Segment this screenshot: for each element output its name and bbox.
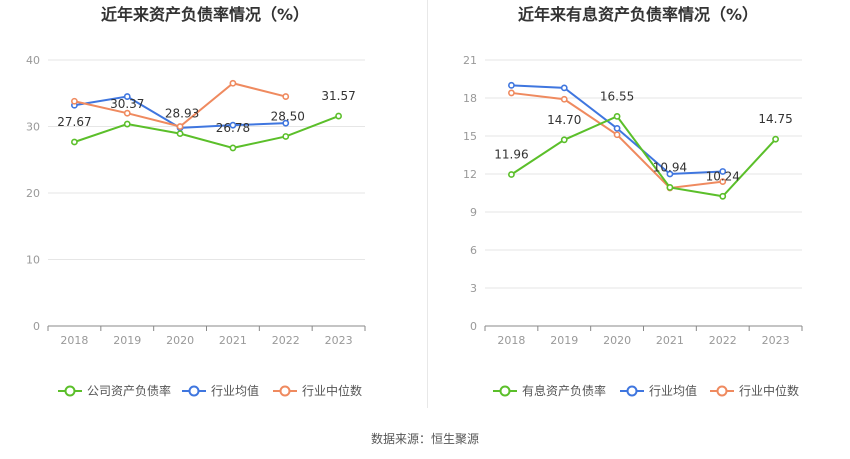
x-tick-label: 2018 [60, 334, 88, 347]
data-point [719, 178, 727, 185]
data-point [123, 93, 131, 100]
chart-2: 近年来有息资产负债率情况（%） 0 3 6 9 12 15 18 21 2018 2019 2020 2… [463, 5, 803, 398]
data-point [176, 123, 184, 130]
data-point [123, 109, 131, 117]
data-label: 27.67 [57, 115, 91, 129]
x-tick-label: 2021 [656, 334, 684, 347]
y-tick-label: 20 [26, 187, 40, 200]
data-point [508, 89, 515, 97]
y-tick-label: 0 [470, 320, 477, 333]
x-tick-label: 2022 [272, 334, 300, 347]
y-tick-label: 15 [463, 130, 477, 143]
data-label: 14.70 [547, 113, 581, 127]
data-point [666, 170, 674, 178]
data-point [229, 121, 237, 129]
x-tick-label: 2019 [550, 334, 578, 347]
data-point [282, 133, 290, 140]
x-tick-label: 2018 [497, 334, 525, 347]
data-label: 16.55 [600, 89, 634, 103]
y-tick-label: 21 [463, 54, 477, 67]
data-label: 30.37 [110, 97, 144, 111]
legend-marker [626, 385, 638, 397]
data-label: 10.94 [653, 160, 687, 174]
y-tick-label: 12 [463, 168, 477, 181]
x-tick-label: 2020 [603, 334, 631, 347]
data-point [229, 144, 237, 152]
data-label: 10.24 [706, 169, 740, 183]
data-point [123, 120, 131, 128]
legend-label: 行业均值 [649, 383, 697, 398]
y-tick-label: 6 [470, 244, 477, 257]
x-tick-label: 2023 [762, 334, 790, 347]
data-point [719, 192, 727, 200]
legend-marker [279, 385, 291, 397]
data-label: 31.57 [321, 89, 355, 103]
data-point [508, 81, 515, 89]
data-point [335, 112, 342, 120]
chart-title: 近年来有息资产负债率情况（%） [518, 5, 758, 24]
legend-label: 有息资产负债率 [522, 383, 606, 398]
x-tick-label: 2019 [113, 334, 141, 347]
y-tick-label: 30 [26, 121, 40, 134]
legend-marker [716, 385, 728, 397]
y-tick-label: 18 [463, 92, 477, 105]
data-point [613, 112, 621, 120]
legend-label: 行业中位数 [302, 383, 362, 398]
legend-marker [188, 385, 200, 397]
series-line [510, 115, 777, 198]
y-tick-label: 10 [26, 254, 40, 267]
chart-title: 近年来资产负债率情况（%） [101, 5, 309, 24]
source-note: 数据来源：恒生聚源 [370, 432, 479, 446]
data-label: 26.78 [216, 121, 250, 135]
x-tick-label: 2021 [219, 334, 247, 347]
y-tick-label: 9 [470, 206, 477, 219]
data-point [176, 130, 184, 138]
data-point [71, 97, 78, 105]
legend-marker [499, 385, 511, 397]
legend-label: 公司资产负债率 [87, 383, 171, 398]
y-tick-label: 40 [26, 54, 40, 67]
data-point [666, 184, 674, 191]
chart-1: 近年来资产负债率情况（%） 0 10 20 30 40 2018 2019 2020 2021 20… [26, 5, 366, 398]
data-point [560, 84, 568, 92]
y-tick-label: 3 [470, 282, 477, 295]
data-label: 28.50 [271, 109, 305, 123]
data-point [772, 135, 779, 143]
data-label: 28.93 [165, 107, 199, 121]
x-tick-label: 2022 [709, 334, 737, 347]
data-point [613, 131, 621, 139]
y-tick-label: 0 [33, 320, 40, 333]
data-point [560, 95, 568, 103]
data-point [282, 93, 290, 100]
x-tick-label: 2023 [325, 334, 353, 347]
x-tick-label: 2020 [166, 334, 194, 347]
series-line [74, 115, 339, 149]
data-point [613, 124, 621, 132]
data-label: 14.75 [758, 112, 792, 126]
data-point [229, 79, 237, 87]
data-point [282, 119, 290, 127]
data-point [508, 171, 515, 178]
panel-divider [427, 0, 428, 408]
legend-marker [64, 385, 76, 397]
data-point [719, 168, 727, 175]
legend-label: 行业中位数 [739, 383, 799, 398]
data-point [560, 136, 568, 144]
data-label: 11.96 [494, 148, 528, 162]
legend-label: 行业均值 [211, 383, 259, 398]
data-point [71, 138, 78, 146]
